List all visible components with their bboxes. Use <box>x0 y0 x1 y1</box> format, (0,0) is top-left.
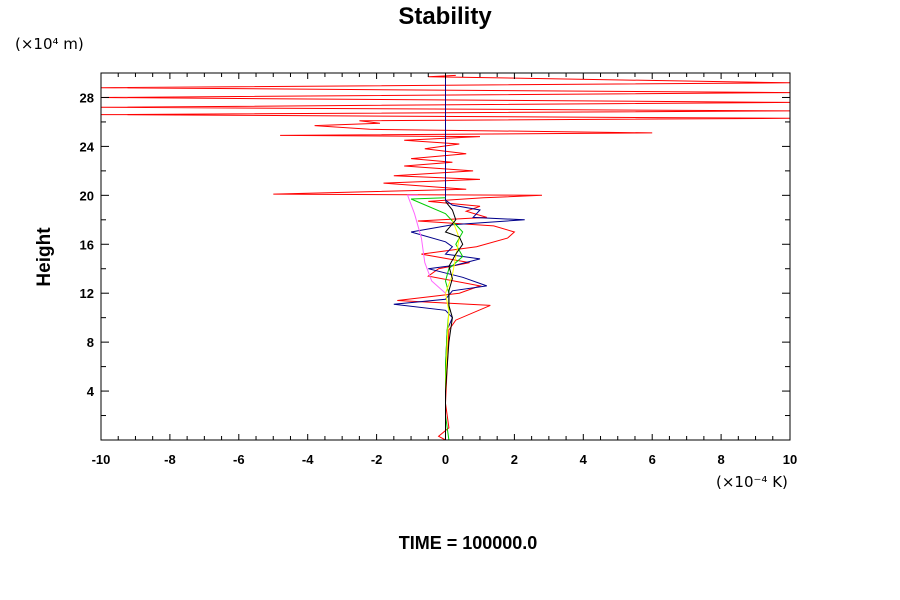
y-tick-label: 16 <box>80 237 94 252</box>
x-tick-label: -2 <box>371 452 383 467</box>
x-tick-label: 2 <box>511 452 518 467</box>
x-tick-label: 8 <box>717 452 724 467</box>
chart-title: Stability <box>398 3 492 30</box>
series-line-5 <box>444 201 464 440</box>
y-tick-label: 4 <box>87 384 95 399</box>
series-line-3 <box>410 197 464 440</box>
x-tick-label: 10 <box>783 452 797 467</box>
x-tick-label: -6 <box>233 452 245 467</box>
x-unit-label: (×10⁻⁴ K) <box>716 473 788 491</box>
y-tick-label: 12 <box>80 286 94 301</box>
series-line-1 <box>101 74 790 440</box>
y-axis-label: Height <box>34 227 55 287</box>
series-layer <box>101 73 790 440</box>
y-tick-label: 8 <box>87 335 94 350</box>
x-tick-label: -4 <box>302 452 314 467</box>
y-tick-label: 20 <box>80 188 94 203</box>
x-tick-label: 4 <box>580 452 588 467</box>
x-tick-label: -10 <box>92 452 111 467</box>
y-tick-label: 24 <box>80 139 95 154</box>
y-tick-label: 28 <box>80 90 94 105</box>
series-line-6 <box>406 194 446 294</box>
time-label: TIME = 100000.0 <box>399 533 538 553</box>
x-tick-label: 0 <box>442 452 449 467</box>
series-line-2 <box>393 73 525 440</box>
x-tick-label: 6 <box>649 452 656 467</box>
y-unit-label: (×10⁴ m) <box>15 35 84 53</box>
x-tick-label: -8 <box>164 452 176 467</box>
